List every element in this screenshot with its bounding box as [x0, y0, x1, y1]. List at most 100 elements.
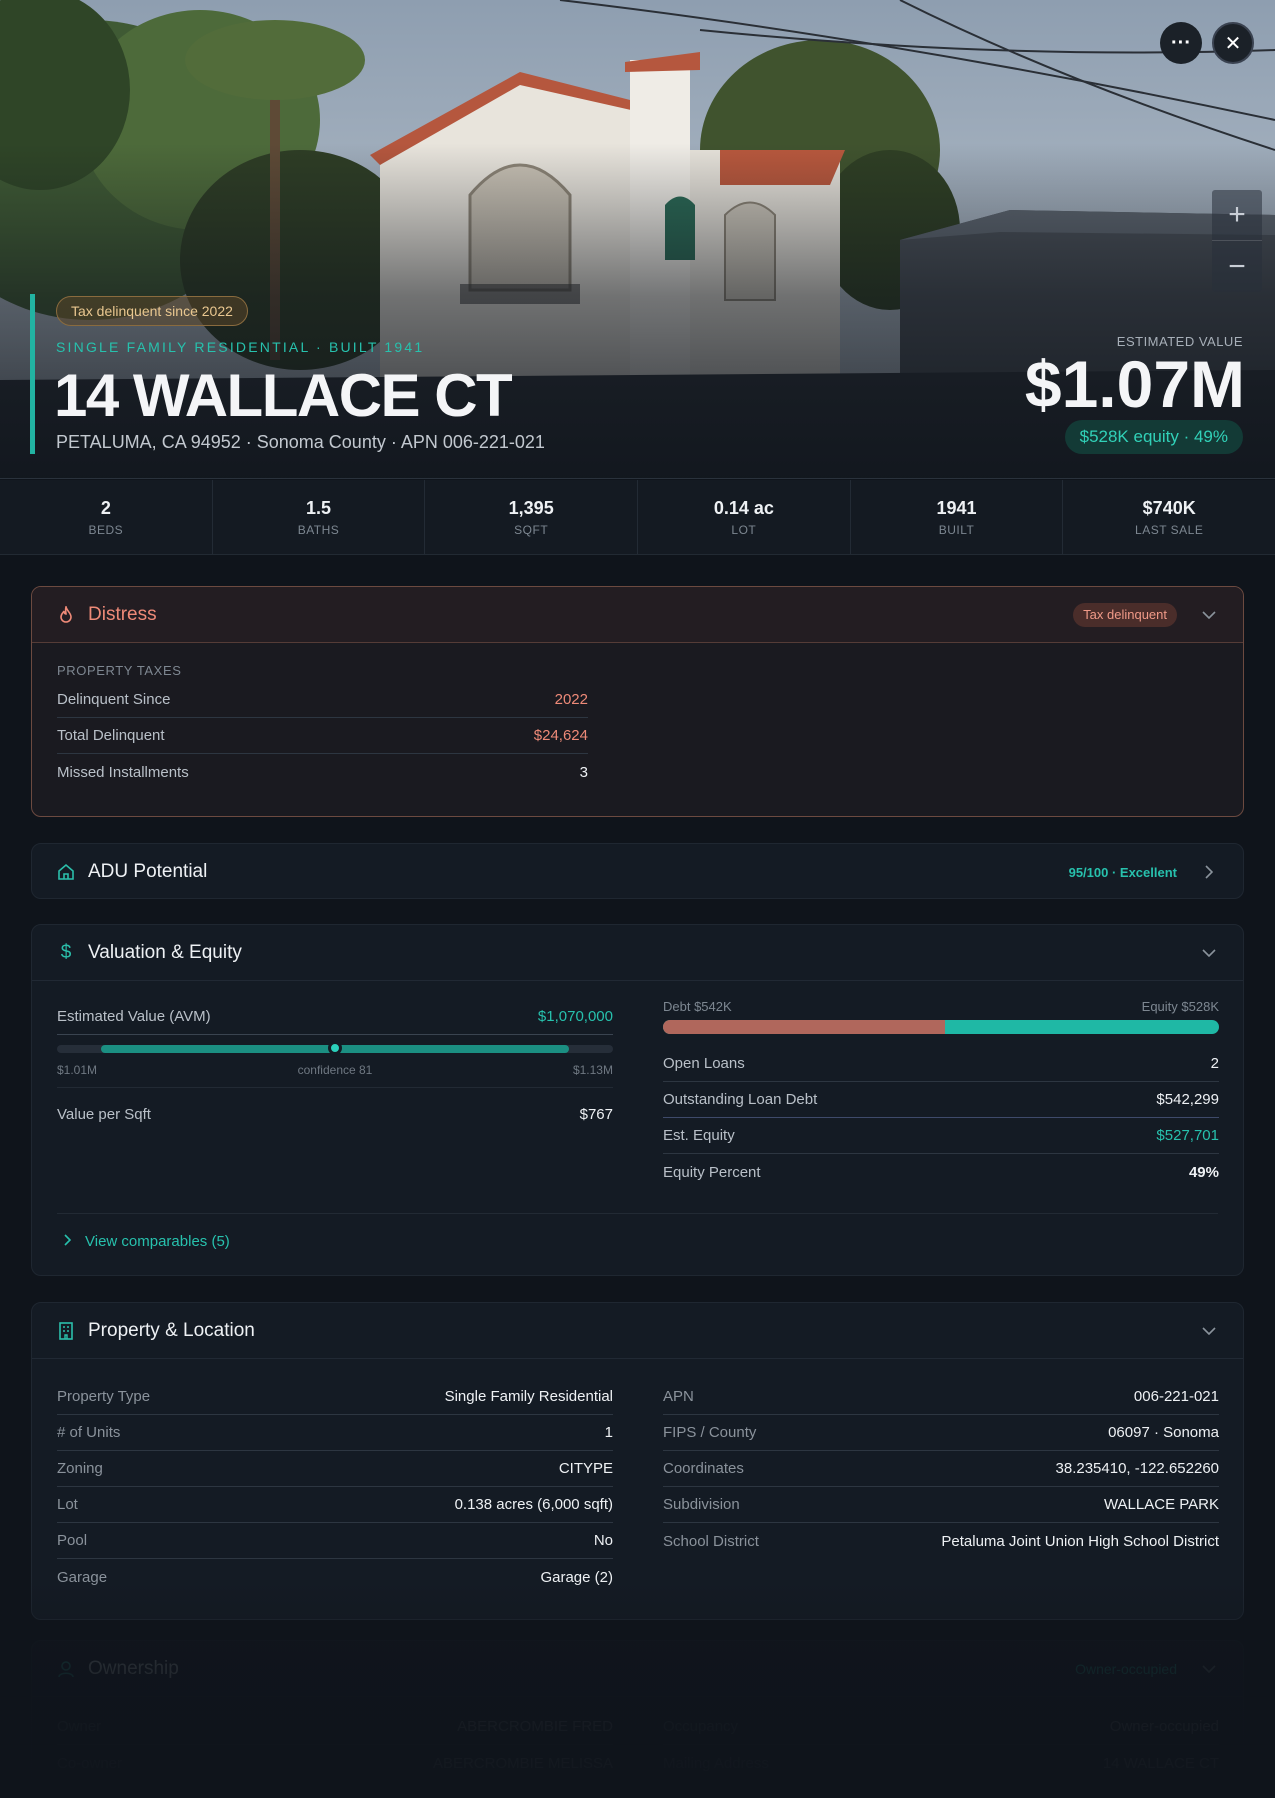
row-value: $527,701: [1156, 1127, 1219, 1144]
tax-delinquent-badge: Tax delinquent since 2022: [56, 296, 248, 326]
property-address: 14 WALLACE CT: [54, 362, 513, 429]
row-value: Single Family Residential: [444, 1388, 613, 1405]
debt-label: Debt $542K: [663, 999, 732, 1014]
estimated-value: $1.07M: [1024, 347, 1245, 421]
adu-header[interactable]: ADU Potential 95/100 · Excellent: [32, 844, 1243, 898]
zoom-out-button[interactable]: −: [1228, 249, 1246, 283]
avm-section: Estimated Value (AVM) $1,070,000 $1.01M …: [57, 999, 613, 1132]
close-button[interactable]: ✕: [1212, 22, 1254, 64]
row-key: Occupancy: [663, 1718, 739, 1735]
table-row: Est. Equity $527,701: [663, 1118, 1219, 1154]
comps-divider: [57, 1213, 1218, 1214]
stat-label: SQFT: [514, 522, 549, 537]
ownership-header[interactable]: Ownership Owner-occupied: [32, 1641, 1243, 1697]
chevron-right-icon[interactable]: [1199, 862, 1219, 882]
row-key: # of Units: [57, 1424, 121, 1441]
zoom-in-button[interactable]: +: [1212, 190, 1262, 241]
ownership-left-column: Owner ABERCROMBIE FRED Co-owner ABERCROMBI…: [57, 1709, 613, 1781]
property-left-column: Property Type Single Family Residential #…: [57, 1379, 613, 1595]
property-subtype: SINGLE FAMILY RESIDENTIAL · BUILT 1941: [56, 339, 425, 355]
home-icon: [56, 862, 76, 882]
avm-range-labels: $1.01M confidence 81 $1.13M: [57, 1063, 613, 1077]
table-row: Owner ABERCROMBIE FRED: [57, 1709, 613, 1745]
close-icon: ✕: [1224, 32, 1242, 55]
row-key: Total Delinquent: [57, 727, 165, 744]
valuation-header[interactable]: $ Valuation & Equity: [32, 925, 1243, 981]
distress-header[interactable]: Distress Tax delinquent: [32, 587, 1243, 643]
row-value: $767: [579, 1105, 613, 1123]
equity-rows: Open Loans 2 Outstanding Loan Debt $542,…: [663, 1046, 1219, 1190]
chevron-down-icon[interactable]: [1199, 943, 1219, 963]
table-row: Garage Garage (2): [57, 1559, 613, 1595]
table-row: Delinquent Since 2022: [57, 682, 588, 718]
adu-potential-card[interactable]: ADU Potential 95/100 · Excellent: [31, 843, 1244, 899]
row-value: 49%: [1188, 1163, 1219, 1181]
row-value: 2: [1210, 1055, 1219, 1072]
row-value: 06097 · Sonoma: [1108, 1424, 1219, 1441]
row-key: Missed Installments: [57, 763, 189, 781]
value-per-sqft-row: Value per Sqft $767: [57, 1096, 613, 1132]
row-value: 006-221-021: [1133, 1388, 1219, 1405]
user-icon: [56, 1659, 76, 1679]
table-row: # of Units 1: [57, 1415, 613, 1451]
hero-gradient: [0, 0, 1275, 478]
view-comparables-link[interactable]: View comparables (5): [64, 1233, 230, 1250]
stat-label: BATHS: [297, 522, 340, 537]
distress-title: Distress: [88, 603, 157, 625]
stat-value: $740K: [1142, 497, 1196, 518]
table-row: Open Loans 2: [663, 1046, 1219, 1082]
ownership-right-column: Occupancy Owner-occupied Mailing Address 1…: [663, 1709, 1219, 1781]
table-row: Mailing Address 14 WALLACE CT: [663, 1745, 1219, 1781]
property-header[interactable]: Property & Location: [32, 1303, 1243, 1359]
avm-confidence: confidence 81: [297, 1063, 373, 1077]
row-key: Subdivision: [663, 1496, 740, 1513]
row-value: $542,299: [1156, 1091, 1219, 1108]
chevron-right-icon: [64, 1233, 72, 1250]
avm-row: Estimated Value (AVM) $1,070,000: [57, 999, 613, 1035]
equity-label: Equity $528K: [1141, 999, 1219, 1014]
chevron-down-icon[interactable]: [1199, 1321, 1219, 1341]
row-key: Outstanding Loan Debt: [663, 1091, 818, 1108]
more-icon: ···: [1171, 31, 1191, 54]
avm-marker: [328, 1041, 342, 1055]
distress-badge: Tax delinquent: [1073, 602, 1177, 627]
avm-low: $1.01M: [57, 1063, 98, 1077]
stat-label: LOT: [731, 522, 757, 537]
debt-fill: [663, 1020, 945, 1034]
distress-body: PROPERTY TAXES Delinquent Since 2022 Tot…: [32, 643, 613, 790]
stat-value: 1,395: [508, 497, 554, 518]
table-row: Missed Installments 3: [57, 754, 588, 790]
valuation-title: Valuation & Equity: [88, 941, 242, 963]
table-row: Outstanding Loan Debt $542,299: [663, 1082, 1219, 1118]
table-row: Zoning CITYPE: [57, 1451, 613, 1487]
row-key: Delinquent Since: [57, 691, 171, 708]
avm-high: $1.13M: [572, 1063, 613, 1077]
building-icon: [56, 1321, 76, 1341]
table-row: Subdivision WALLACE PARK: [663, 1487, 1219, 1523]
stat-last-sale: $740K LAST SALE: [1063, 480, 1275, 554]
row-value: ABERCROMBIE MELISSA: [432, 1754, 613, 1772]
table-row: School District Petaluma Joint Union High…: [663, 1523, 1219, 1559]
more-options-button[interactable]: ···: [1160, 22, 1202, 64]
table-row: Property Type Single Family Residential: [57, 1379, 613, 1415]
flame-icon: [56, 605, 76, 625]
chevron-down-icon[interactable]: [1199, 1659, 1219, 1679]
table-row: Coordinates 38.235410, -122.652260: [663, 1451, 1219, 1487]
equity-badge: $528K equity · 49%: [1064, 420, 1243, 454]
valuation-equity-card: $ Valuation & Equity Estimated Value (AV…: [31, 924, 1244, 1276]
row-key: Coordinates: [663, 1460, 744, 1477]
table-row: Co-owner ABERCROMBIE MELISSA: [57, 1745, 613, 1781]
row-key: Mailing Address: [663, 1754, 769, 1772]
row-value: Garage (2): [540, 1568, 613, 1586]
property-taxes-label: PROPERTY TAXES: [57, 663, 182, 678]
row-key: Pool: [57, 1532, 88, 1549]
zoom-controls: + −: [1212, 190, 1262, 292]
row-value: 1: [604, 1424, 613, 1441]
avm-value: $1,070,000: [537, 1008, 613, 1025]
row-value: Owner-occupied: [1109, 1718, 1219, 1735]
avm-confidence-track: [57, 1041, 613, 1055]
adu-title: ADU Potential: [88, 861, 208, 882]
chevron-down-icon[interactable]: [1199, 605, 1219, 625]
property-location-card: Property & Location Property Type Single …: [31, 1302, 1244, 1620]
stat-label: BUILT: [938, 522, 975, 537]
